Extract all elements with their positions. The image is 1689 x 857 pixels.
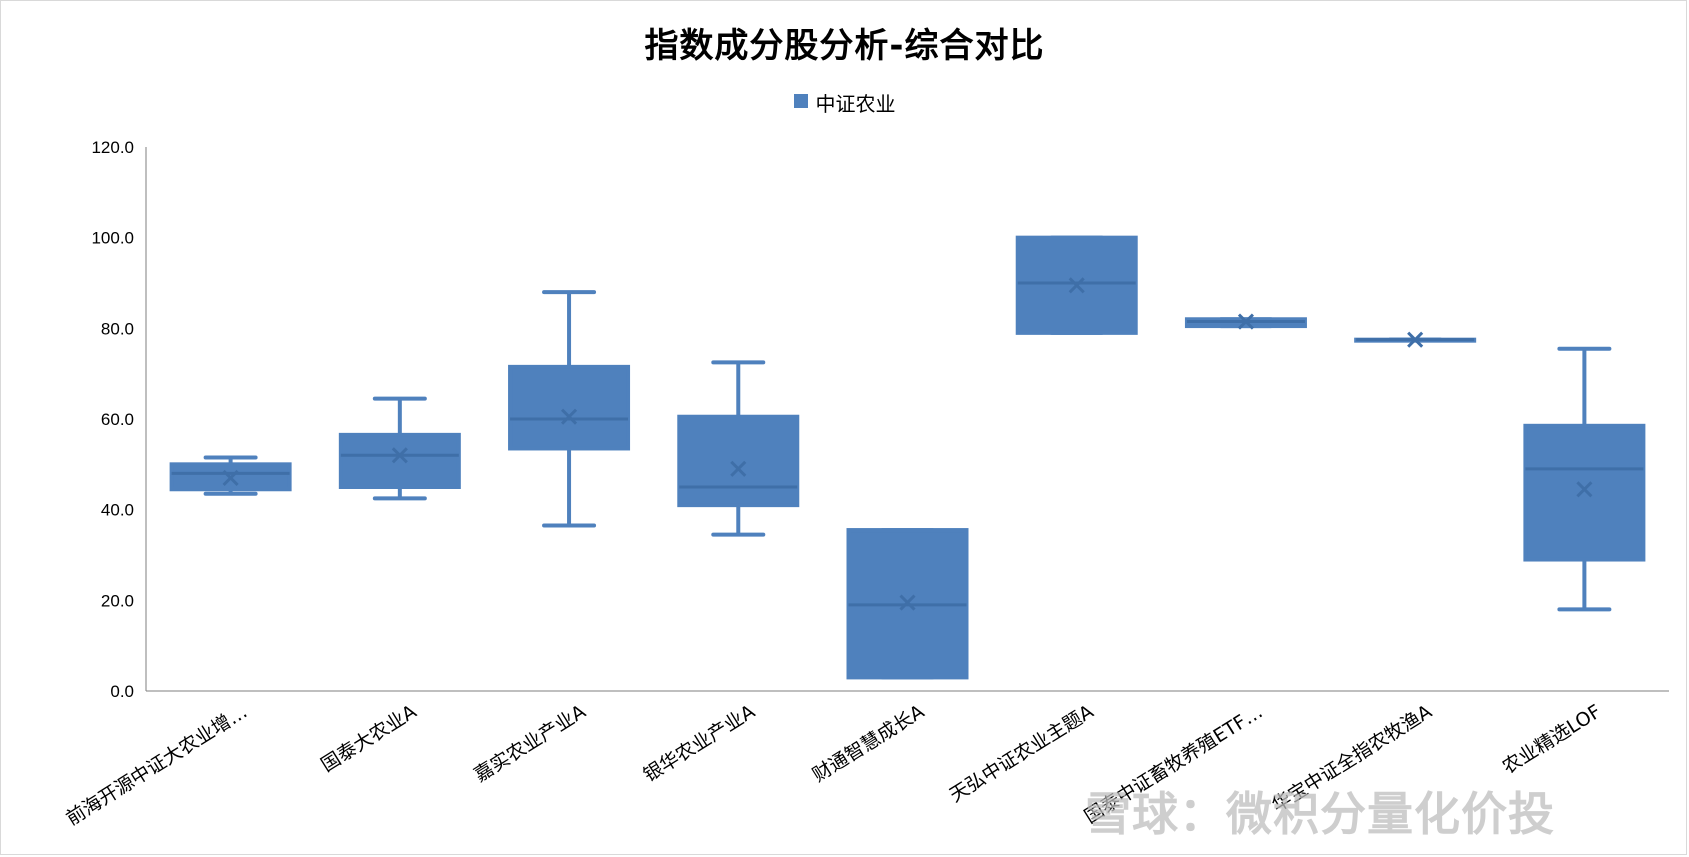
box-mean-marker <box>560 408 578 425</box>
box-iqr <box>338 432 461 490</box>
box-mean-marker <box>1576 481 1593 498</box>
box-mean-marker <box>222 469 239 486</box>
box-iqr <box>1523 423 1646 562</box>
legend: 中证农业 <box>0 88 1689 117</box>
y-tick-label: 100.0 <box>91 229 134 248</box>
box-iqr <box>508 364 631 451</box>
y-tick-label: 0.0 <box>110 682 134 701</box>
x-category-label: 前海开源中证大农业增… <box>62 701 251 830</box>
box-mean-marker <box>730 460 747 477</box>
box-mean-marker <box>391 447 408 464</box>
box-mean-marker <box>1068 277 1085 294</box>
x-category-label: 银华农业产业A <box>640 701 759 787</box>
legend-label: 中证农业 <box>815 92 896 116</box>
x-category-label: 嘉实农业产业A <box>470 701 589 787</box>
y-tick-label: 40.0 <box>101 501 134 520</box>
y-tick-label: 20.0 <box>101 591 134 610</box>
box-mean-marker <box>899 594 916 611</box>
x-category-label: 农业精选LOF <box>1499 701 1605 779</box>
x-category-label: 天弘中证农业主题A <box>946 701 1098 807</box>
box-iqr <box>677 414 800 508</box>
chart-title: 指数成分股分析-综合对比 <box>644 26 1045 66</box>
x-category-label: 财通智慧成长A <box>809 701 928 787</box>
y-tick-label: 80.0 <box>101 319 134 338</box>
x-category-label: 国泰大农业A <box>317 701 420 777</box>
box-mean-marker <box>1407 331 1424 348</box>
y-tick-label: 120.0 <box>91 138 134 157</box>
y-tick-label: 60.0 <box>101 410 134 429</box>
watermark: 雪球：微积分量化价投 <box>1085 787 1555 841</box>
legend-swatch <box>793 93 808 108</box>
box-mean-marker <box>1237 313 1255 330</box>
